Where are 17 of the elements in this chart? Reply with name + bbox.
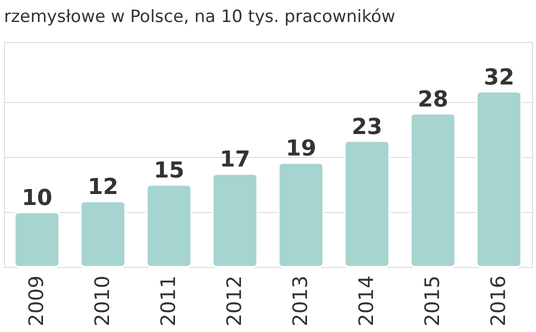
x-tick-label: 2013 — [288, 276, 312, 326]
x-tick-label: 2012 — [222, 276, 246, 326]
data-label: 10 — [22, 186, 52, 212]
data-label: 28 — [418, 87, 448, 112]
x-tick-label: 2009 — [24, 276, 48, 326]
data-label: 19 — [286, 136, 316, 162]
data-label: 23 — [352, 114, 382, 140]
x-tick-label: 2016 — [486, 276, 510, 326]
data-label: 17 — [220, 148, 250, 173]
data-label: 32 — [484, 65, 514, 90]
x-tick-label: 2010 — [90, 276, 114, 326]
data-label: 15 — [154, 158, 184, 184]
chart-title: rzemysłowe w Polsce, na 10 tys. pracowników — [4, 7, 396, 27]
data-label: 12 — [88, 175, 118, 200]
x-tick-label: 2014 — [354, 276, 378, 326]
x-tick-label: 2011 — [156, 276, 180, 326]
x-tick-label: 2015 — [420, 276, 444, 326]
